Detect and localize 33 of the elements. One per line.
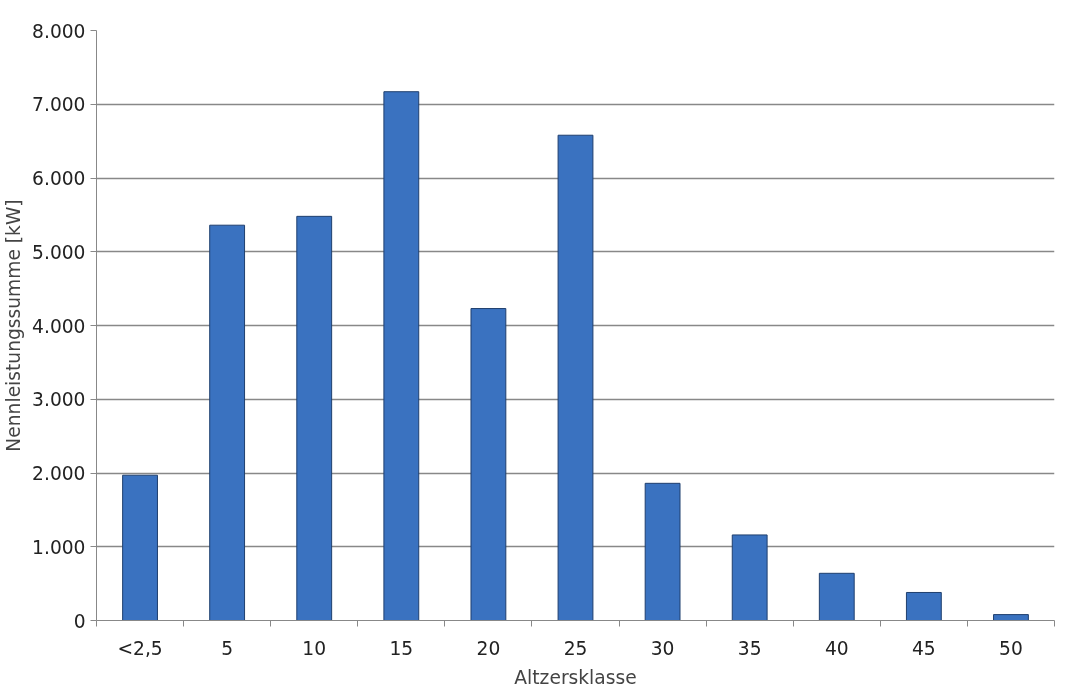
bar bbox=[557, 134, 594, 621]
x-tick-label: 30 bbox=[650, 637, 675, 659]
y-tick-label: 2.000 bbox=[32, 463, 86, 484]
y-tick-label: 4.000 bbox=[32, 315, 86, 337]
x-tick-label: 15 bbox=[389, 637, 414, 659]
x-tick-label: 25 bbox=[563, 637, 588, 659]
bar bbox=[209, 224, 246, 621]
x-tick-label: 45 bbox=[911, 637, 936, 659]
y-tick-label: 0 bbox=[73, 610, 86, 632]
bar bbox=[818, 572, 855, 621]
x-axis-title: Altzersklasse bbox=[514, 666, 637, 688]
y-tick-label: 8.000 bbox=[32, 20, 86, 42]
bar bbox=[905, 591, 942, 621]
x-tick-label: 35 bbox=[737, 637, 762, 659]
y-tick-label: 3.000 bbox=[32, 389, 86, 411]
x-tick-label: 50 bbox=[999, 637, 1023, 659]
x-tick-label: <2,5 bbox=[117, 637, 163, 659]
y-tick-label: 1.000 bbox=[32, 536, 86, 558]
bar bbox=[122, 474, 158, 621]
x-tick-label: 40 bbox=[824, 637, 849, 659]
bar bbox=[644, 482, 681, 621]
x-tick-label: 10 bbox=[302, 637, 327, 659]
x-tick-label: 20 bbox=[476, 637, 501, 659]
x-tick-label: 5 bbox=[221, 637, 234, 659]
bar bbox=[731, 534, 768, 621]
bar bbox=[296, 215, 333, 621]
y-tick-label: 5.000 bbox=[32, 241, 86, 263]
y-axis-title: Nennleistungssumme [kW] bbox=[3, 199, 25, 452]
bar bbox=[470, 308, 507, 621]
y-tick-label: 7.000 bbox=[32, 94, 86, 116]
y-tick-label: 6.000 bbox=[32, 168, 86, 189]
bar bbox=[383, 91, 420, 621]
bar bbox=[993, 614, 1029, 621]
